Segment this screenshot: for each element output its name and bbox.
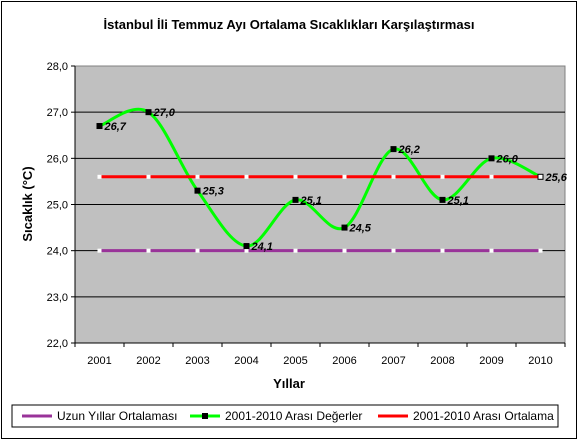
data-point [391,174,396,179]
y-tick-label: 24,0 [47,246,68,258]
data-point [488,155,495,162]
data-point [489,174,494,179]
data-point [146,174,151,179]
data-point [243,243,250,250]
data-point [97,248,102,253]
data-point [244,174,249,179]
y-tick-label: 27,0 [47,107,68,119]
data-point [391,248,396,253]
x-tick-label: 2008 [430,355,454,367]
data-label: 26,0 [496,153,519,165]
x-axis-title: Yıllar [273,376,305,391]
data-point [97,174,102,179]
data-label: 24,5 [349,223,372,235]
data-label: 26,2 [398,144,420,156]
data-label: 25,3 [202,186,224,198]
y-axis-ticks: 22,0 23,0 24,0 25,0 26,0 27,0 28,0 [47,61,76,350]
x-tick-label: 2009 [479,355,503,367]
data-label: 27,0 [153,107,176,119]
series-layer [98,107,542,253]
x-tick-label: 2002 [136,355,160,367]
data-label: 25,1 [300,195,322,207]
data-point [96,123,103,130]
data-point [341,224,348,231]
x-tick-label: 2004 [234,355,258,367]
data-point [538,248,543,253]
data-point [244,248,249,253]
legend-marker [202,413,208,419]
data-label: 26,7 [104,121,127,133]
y-tick-label: 23,0 [47,292,68,304]
data-label: 24,1 [251,241,273,253]
data-point [342,248,347,253]
y-tick-label: 26,0 [47,153,68,165]
series-line-1 [98,107,542,248]
data-point [489,248,494,253]
data-point [292,196,299,203]
y-tick-label: 25,0 [47,200,68,212]
x-tick-label: 2001 [87,355,111,367]
data-point [293,174,298,179]
x-tick-label: 2007 [381,355,405,367]
data-point [439,196,446,203]
data-point [390,146,397,153]
data-point [440,248,445,253]
legend-label-2: 2001-2010 Arası Ortalama [413,409,554,423]
legend: Uzun Yıllar Ortalaması 2001-2010 Arası De… [11,404,559,428]
x-tick-label: 2005 [283,355,307,367]
data-point [194,187,201,194]
data-labels-layer: 26,7 27,0 25,3 24,1 25,1 24,5 26,2 25,1 26,0 25,6 [104,107,568,253]
x-axis-ticks: 2001 2002 2003 2004 2005 2006 2007 2008 2009 2010 [74,342,566,367]
data-point [342,174,347,179]
y-tick-label: 28,0 [47,61,68,73]
markers-layer [96,109,544,253]
x-tick-label: 2006 [332,355,356,367]
y-tick-label: 22,0 [47,338,68,350]
y-axis-title: Sıcaklık (°C) [20,166,35,241]
data-label: 25,6 [545,172,568,184]
data-point [293,248,298,253]
data-point [440,174,445,179]
data-point [195,248,200,253]
x-tick-label: 2003 [185,355,209,367]
legend-label-1: 2001-2010 Arası Değerler [225,409,362,423]
data-label: 25,1 [447,195,469,207]
legend-label-0: Uzun Yıllar Ortalaması [57,409,178,423]
x-tick-label: 2010 [528,355,552,367]
data-point [145,109,152,116]
chart-title: İstanbul İli Temmuz Ayı Ortalama Sıcaklı… [104,17,475,32]
data-point [195,174,200,179]
data-point [146,248,151,253]
legend-box [11,404,559,428]
data-point [538,174,543,179]
